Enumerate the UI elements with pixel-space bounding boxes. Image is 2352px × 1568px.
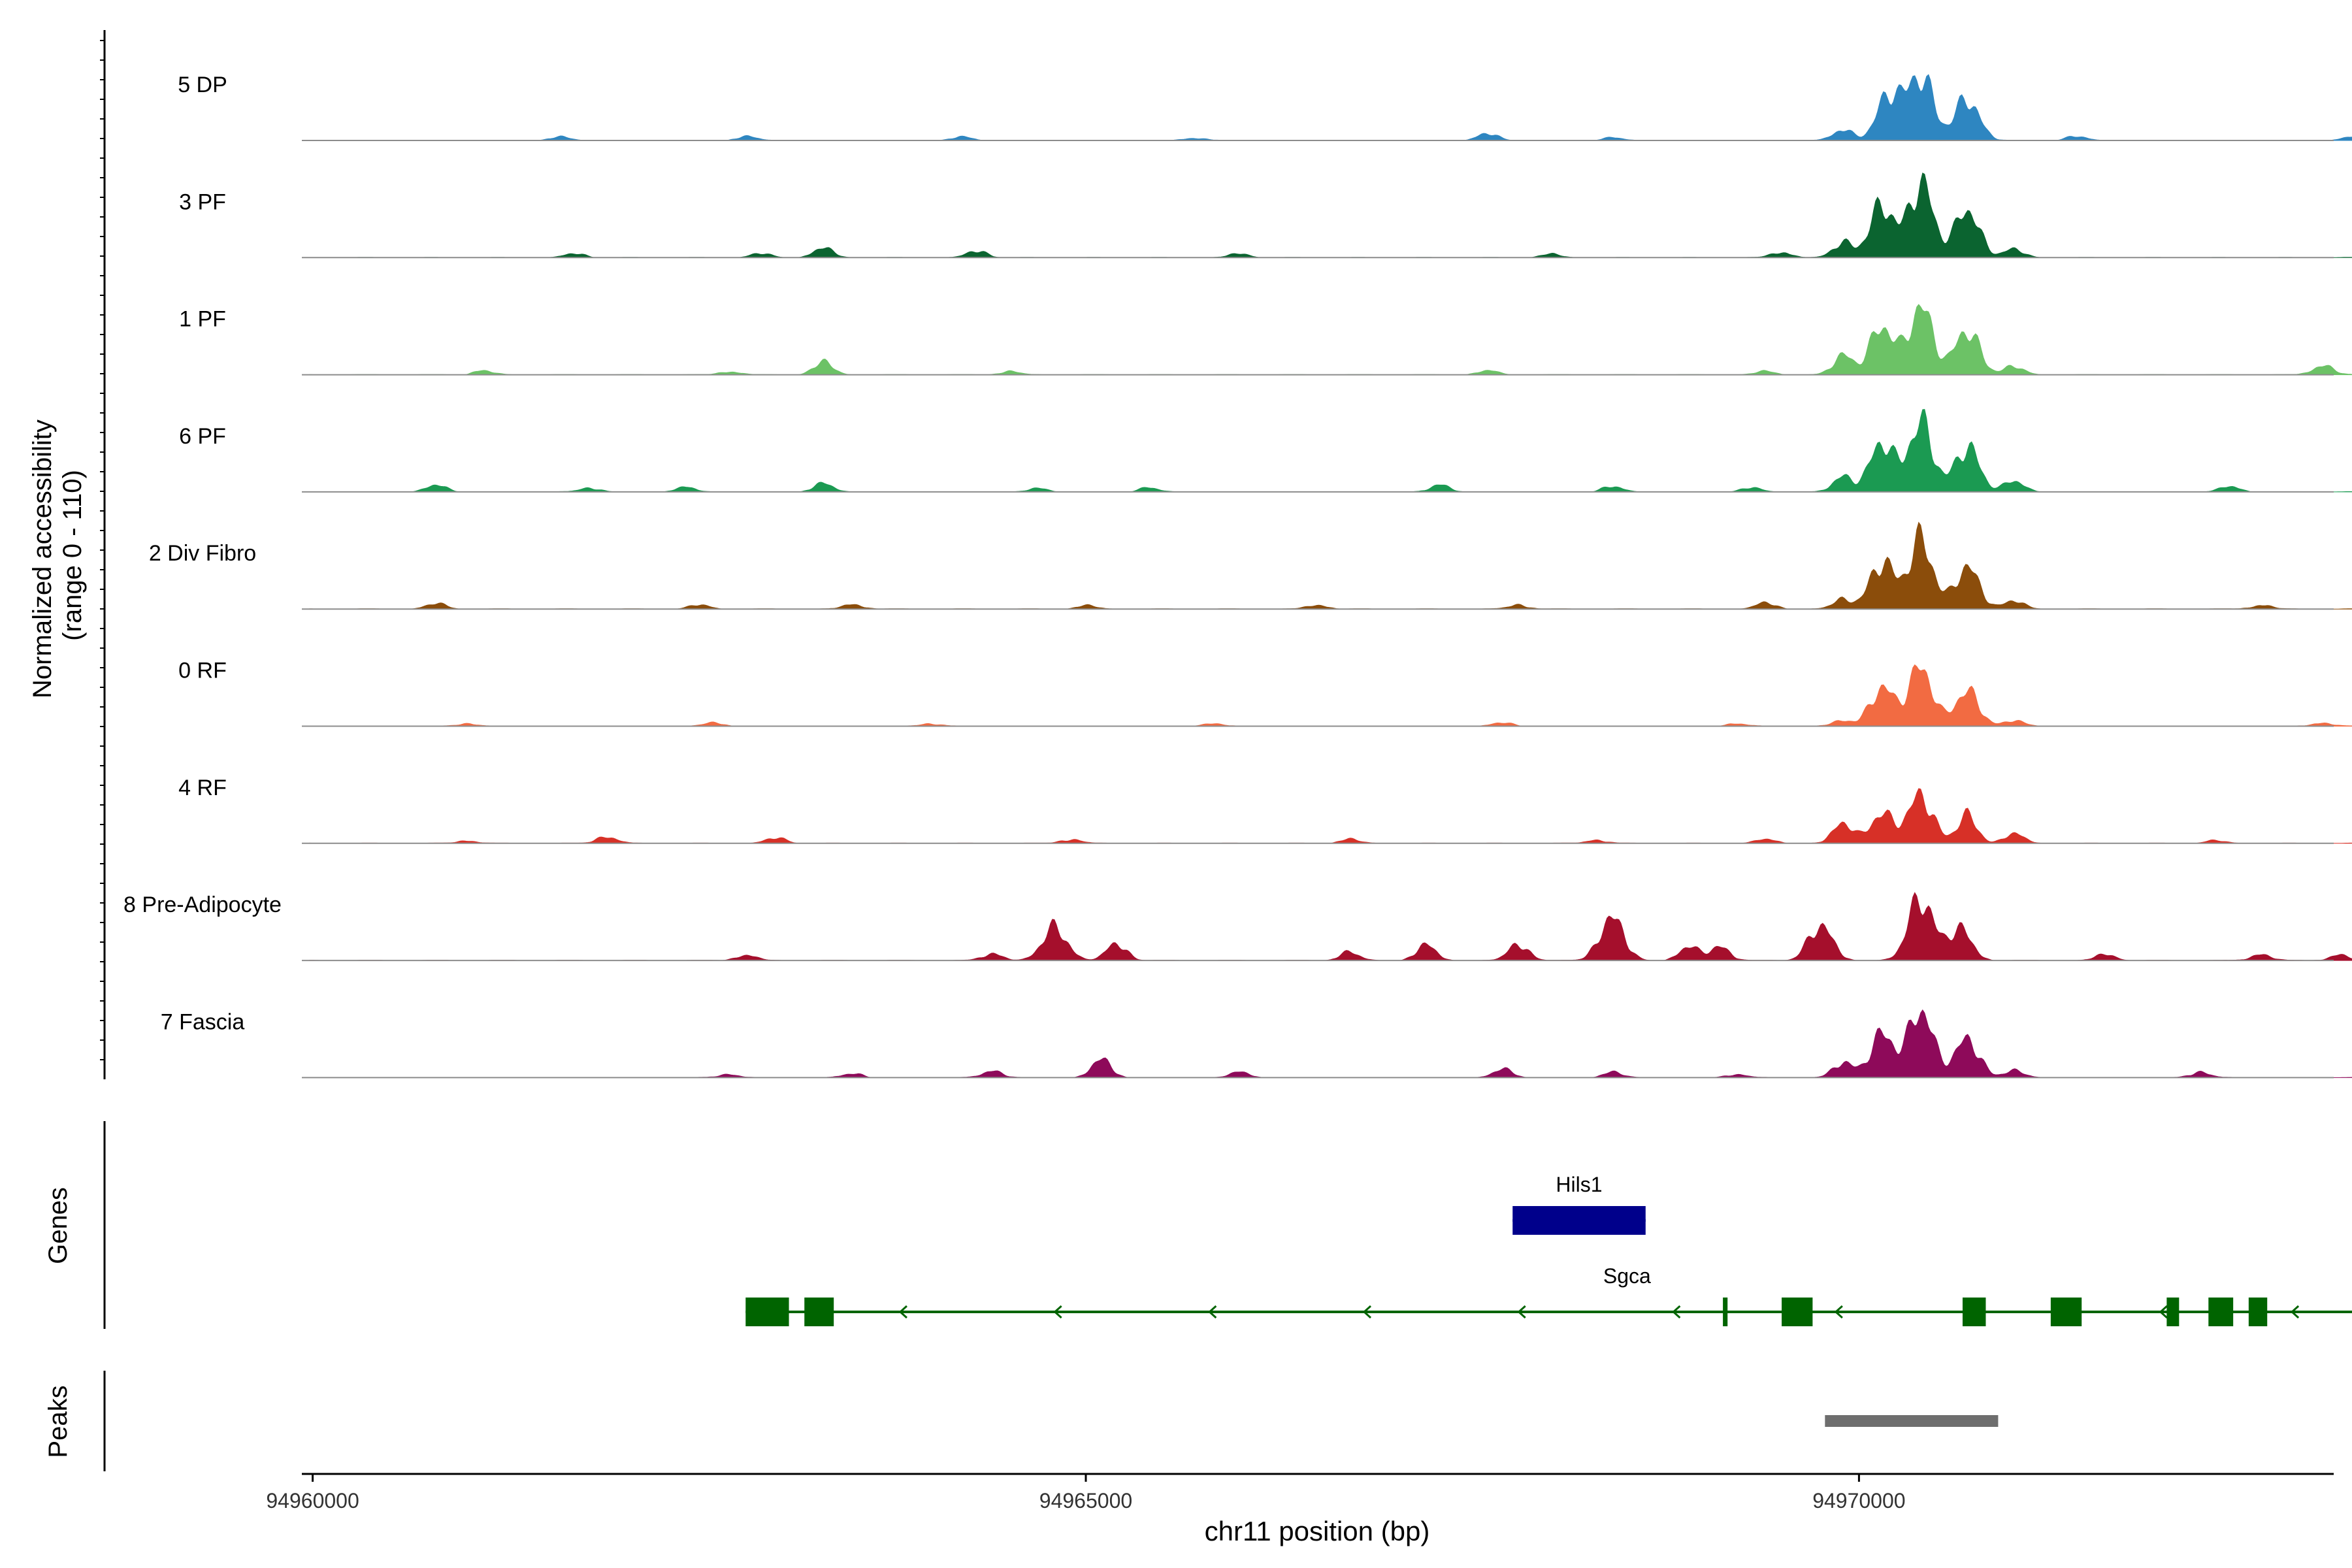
gene-exon [1512,1206,1646,1235]
coverage-y-label-line1: Normalized accessibility [28,419,57,698]
peak-regions [1825,1415,1999,1427]
track-1-pf: 1 PF [179,304,2352,376]
genes-panel-label: Genes [44,1187,73,1264]
strand-arrow [2290,1305,2300,1319]
coverage-area [309,172,2352,258]
x-tick-label: 94970000 [1812,1489,1905,1512]
coverage-y-label: Normalized accessibility (range 0 - 110) [28,412,87,698]
gene-label: Sgca [1603,1264,1651,1288]
strand-arrow [1362,1305,1372,1319]
strand-arrow [1672,1305,1681,1319]
coverage-y-label-line2: (range 0 - 110) [58,470,87,641]
track-label: 0 RF [178,659,227,683]
gene-annotations: Hils1 Sgca [745,1173,2352,1326]
peak-region-bar [1825,1415,1999,1427]
strand-arrow [1834,1305,1843,1319]
track-label: 6 PF [179,424,226,449]
coverage-area [309,664,2352,727]
coverage-area [309,304,2352,376]
track-label: 8 Pre-Adipocyte [123,892,282,917]
strand-arrow [898,1305,907,1319]
coverage-area [309,788,2352,844]
coverage-area [309,408,2352,493]
strand-arrow [2159,1305,2168,1319]
gene-hils1: Hils1 [1512,1173,1646,1235]
coverage-area [309,1009,2352,1078]
track-label: 7 Fascia [161,1009,245,1034]
coverage-area [309,74,2352,141]
gene-exon [2208,1298,2234,1326]
x-tick-label: 94960000 [266,1489,359,1512]
track-7-fascia: 7 Fascia [161,1009,2352,1079]
strand-arrow [1208,1305,1217,1319]
x-ticks: 94960000 94965000 94970000 [266,1474,1906,1512]
coverage-y-ticks [100,40,105,1060]
gene-exon [745,1298,789,1326]
x-axis-label: chr11 position (bp) [1205,1516,1430,1546]
gene-exon [804,1298,834,1326]
track-label: 5 DP [178,73,227,97]
track-4-rf: 4 RF [178,776,2352,844]
gene-exon [1723,1298,1728,1326]
track-8-pre-adipocyte: 8 Pre-Adipocyte [123,892,2352,962]
gene-exon [2166,1298,2180,1326]
track-6-pf: 6 PF [179,408,2352,493]
x-tick-label: 94965000 [1039,1489,1132,1512]
track-label: 1 PF [179,307,226,332]
coverage-tracks: 5 DP 3 PF 1 PF 6 PF 2 Div Fibro 0 RF 4 RF 8 Pre… [123,73,2352,1079]
track-5-dp: 5 DP [178,73,2352,141]
coverage-area [309,892,2352,961]
strand-arrow [1053,1305,1062,1319]
track-label: 4 RF [178,776,227,800]
track-2-div-fibro: 2 Div Fibro [149,521,2352,610]
track-3-pf: 3 PF [179,172,2352,259]
coverage-area [309,521,2352,610]
gene-label: Hils1 [1556,1173,1602,1196]
gene-exon [2050,1298,2082,1326]
track-label: 2 Div Fibro [149,541,256,566]
strand-arrow [1517,1305,1526,1319]
track-0-rf: 0 RF [178,659,2352,727]
gene-exon [1962,1298,1986,1326]
peaks-panel-label: Peaks [44,1385,73,1458]
gene-exon [1782,1298,1813,1326]
gene-exon [2248,1298,2268,1326]
gene-sgca: Sgca [745,1264,2352,1326]
track-label: 3 PF [179,189,226,214]
